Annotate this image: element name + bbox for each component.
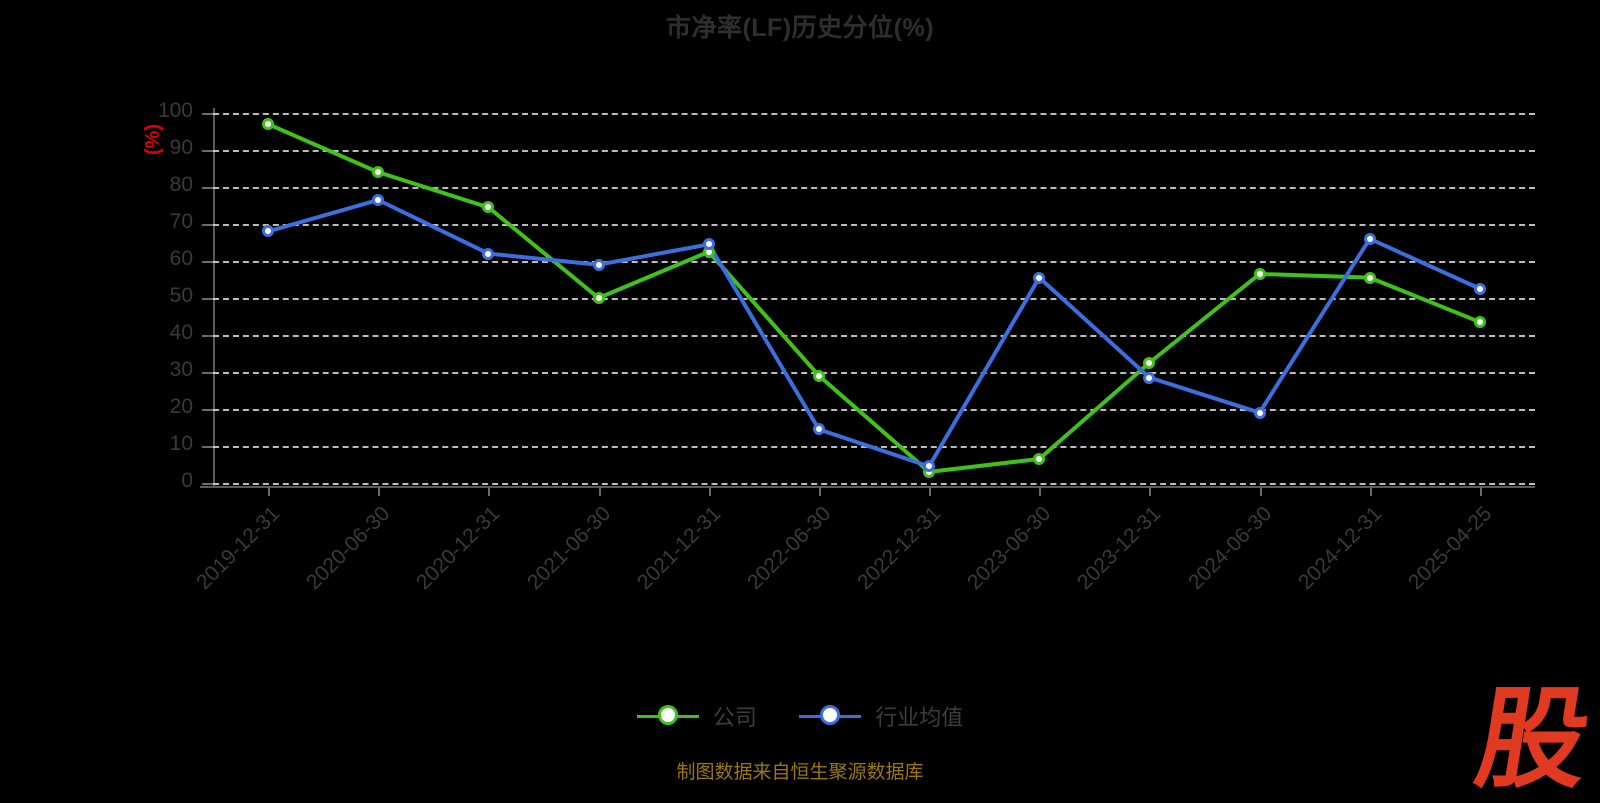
y-tick-label: 20 bbox=[169, 395, 193, 418]
legend-marker-industry-average-icon bbox=[799, 705, 862, 727]
legend-item-industry-average[interactable]: 行业均值 bbox=[799, 700, 963, 732]
y-tick-mark bbox=[202, 113, 213, 115]
y-tick-label: 10 bbox=[169, 432, 193, 455]
y-tick-mark bbox=[202, 224, 213, 226]
x-tick-label: 2023-12-31 bbox=[1073, 502, 1166, 595]
y-tick-label: 100 bbox=[157, 99, 193, 122]
x-tick-mark bbox=[268, 486, 271, 496]
x-tick-mark bbox=[929, 486, 932, 496]
page-title: 市净率(LF)历史分位(%) bbox=[665, 14, 935, 42]
data-point-marker[interactable] bbox=[592, 258, 605, 271]
data-point-marker[interactable] bbox=[482, 247, 495, 260]
gridline bbox=[213, 446, 1535, 448]
legend-label-industry-average: 行业均值 bbox=[875, 705, 964, 730]
y-tick-label: 0 bbox=[181, 469, 193, 492]
watermark-logo: 股 bbox=[1467, 675, 1599, 803]
data-point-marker[interactable] bbox=[1143, 371, 1156, 384]
x-tick-label: 2022-06-30 bbox=[742, 502, 836, 595]
x-tick-label: 2023-06-30 bbox=[963, 502, 1056, 595]
data-source-note: 制图数据来自恒生聚源数据库 bbox=[676, 762, 924, 783]
y-tick-mark bbox=[202, 187, 213, 189]
data-point-marker[interactable] bbox=[812, 423, 825, 436]
gridline bbox=[213, 372, 1535, 374]
y-tick-label: 70 bbox=[169, 210, 193, 233]
x-tick-mark bbox=[818, 486, 821, 496]
series-line bbox=[266, 197, 1482, 469]
gridline bbox=[213, 150, 1535, 152]
x-tick-label: 2021-06-30 bbox=[522, 502, 615, 595]
y-tick-mark bbox=[202, 446, 213, 448]
data-point-marker[interactable] bbox=[1363, 271, 1376, 284]
data-point-marker[interactable] bbox=[262, 225, 275, 238]
data-point-marker[interactable] bbox=[1143, 356, 1156, 369]
legend-item-company[interactable]: 公司 bbox=[636, 700, 757, 732]
gridline bbox=[213, 187, 1535, 189]
x-tick-mark bbox=[1479, 486, 1482, 496]
x-tick-label: 2021-12-31 bbox=[632, 502, 726, 595]
x-tick-mark bbox=[1039, 486, 1042, 496]
data-point-marker[interactable] bbox=[1033, 452, 1046, 465]
y-tick-label: 90 bbox=[169, 136, 193, 159]
data-point-marker[interactable] bbox=[372, 166, 385, 179]
data-point-marker[interactable] bbox=[372, 193, 385, 206]
y-tick-mark bbox=[202, 150, 213, 152]
data-point-marker[interactable] bbox=[1473, 316, 1486, 329]
y-tick-mark bbox=[202, 335, 213, 337]
x-tick-mark bbox=[1149, 486, 1152, 496]
data-point-marker[interactable] bbox=[812, 369, 825, 382]
y-tick-label: 40 bbox=[169, 321, 193, 344]
y-tick-label: 60 bbox=[169, 247, 193, 270]
data-point-marker[interactable] bbox=[1473, 282, 1486, 295]
gridline bbox=[213, 298, 1535, 300]
x-tick-label: 2022-12-31 bbox=[853, 502, 946, 595]
data-point-marker[interactable] bbox=[482, 201, 495, 214]
y-tick-mark bbox=[202, 372, 213, 374]
x-axis-line bbox=[200, 486, 1535, 488]
data-point-marker[interactable] bbox=[923, 460, 936, 473]
data-point-marker[interactable] bbox=[1253, 267, 1266, 280]
data-point-marker[interactable] bbox=[262, 118, 275, 131]
x-tick-label: 2024-06-30 bbox=[1183, 502, 1276, 595]
gridline bbox=[213, 483, 1535, 485]
x-tick-mark bbox=[378, 486, 381, 496]
data-point-marker[interactable] bbox=[592, 292, 605, 304]
data-point-marker[interactable] bbox=[1253, 406, 1266, 419]
gridline bbox=[213, 409, 1535, 411]
x-tick-label: 2024-12-31 bbox=[1293, 502, 1387, 595]
data-point-marker[interactable] bbox=[1363, 232, 1376, 245]
x-tick-label: 2020-06-30 bbox=[302, 502, 395, 595]
y-tick-mark bbox=[202, 409, 213, 411]
chart-legend: 公司 行业均值 bbox=[0, 700, 1600, 732]
x-tick-label: 2019-12-31 bbox=[192, 502, 285, 595]
gridline bbox=[213, 113, 1535, 115]
gridline bbox=[213, 335, 1535, 337]
x-tick-label: 2025-04-25 bbox=[1403, 502, 1497, 595]
x-tick-mark bbox=[1369, 486, 1372, 496]
gridline bbox=[213, 261, 1535, 263]
x-tick-mark bbox=[1259, 486, 1262, 496]
y-tick-label: 30 bbox=[169, 358, 193, 381]
y-tick-label: 80 bbox=[169, 173, 193, 196]
x-tick-label: 2020-12-31 bbox=[412, 502, 505, 595]
x-tick-mark bbox=[598, 486, 601, 496]
legend-marker-company-icon bbox=[636, 705, 699, 727]
legend-label-company: 公司 bbox=[712, 705, 757, 730]
gridline bbox=[213, 224, 1535, 226]
data-point-marker[interactable] bbox=[1033, 271, 1046, 284]
y-tick-label: 50 bbox=[169, 284, 193, 307]
x-tick-mark bbox=[488, 486, 491, 496]
x-tick-mark bbox=[708, 486, 711, 496]
y-tick-mark bbox=[202, 483, 213, 485]
data-point-marker[interactable] bbox=[702, 238, 715, 251]
y-tick-mark bbox=[202, 298, 213, 300]
y-tick-mark bbox=[202, 261, 213, 263]
